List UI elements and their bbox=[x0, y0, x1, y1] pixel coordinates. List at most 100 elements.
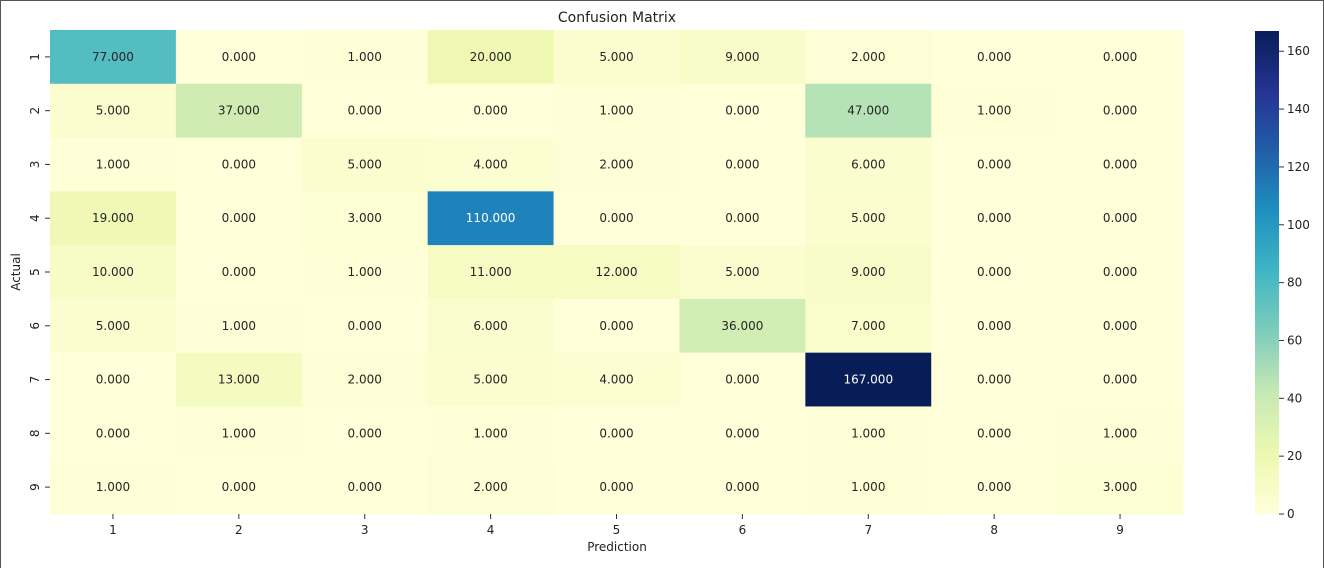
cell-value-label: 5.000 bbox=[348, 157, 382, 171]
y-tick-label: 4 bbox=[28, 214, 42, 222]
colorbar-tick-label: 120 bbox=[1287, 160, 1310, 174]
cell-value-label: 10.000 bbox=[92, 265, 134, 279]
cell-value-label: 1.000 bbox=[222, 319, 256, 333]
cell-value-label: 0.000 bbox=[348, 319, 382, 333]
cell-value-label: 0.000 bbox=[222, 157, 256, 171]
heatmap-cell bbox=[805, 352, 932, 407]
y-tick-label: 9 bbox=[28, 483, 42, 491]
cell-value-label: 20.000 bbox=[470, 50, 512, 64]
cell-value-label: 11.000 bbox=[470, 265, 512, 279]
heatmap-cell bbox=[301, 460, 429, 515]
heatmap-cell bbox=[427, 460, 555, 515]
x-tick-label: 9 bbox=[1116, 523, 1124, 537]
cell-value-label: 0.000 bbox=[96, 373, 130, 387]
x-tick-label: 3 bbox=[361, 523, 369, 537]
cell-value-label: 37.000 bbox=[218, 104, 260, 118]
y-tick-label: 3 bbox=[28, 161, 42, 169]
heatmap-cell bbox=[805, 406, 932, 461]
heatmap-cell bbox=[931, 191, 1058, 246]
heatmap-cell bbox=[931, 83, 1058, 139]
cell-value-label: 3.000 bbox=[1103, 480, 1137, 494]
cell-value-label: 5.000 bbox=[851, 211, 885, 225]
y-axis: 1 2 3 4 5 6 7 8 9 bbox=[28, 53, 50, 491]
heatmap-cell bbox=[553, 191, 680, 246]
heatmap-cell bbox=[553, 30, 680, 85]
cell-value-label: 4.000 bbox=[473, 157, 507, 171]
heatmap-cell bbox=[1057, 460, 1184, 515]
colorbar-tick-label: 160 bbox=[1287, 44, 1310, 58]
cell-value-label: 1.000 bbox=[348, 50, 382, 64]
cell-value-label: 0.000 bbox=[222, 50, 256, 64]
cell-value-label: 0.000 bbox=[725, 373, 759, 387]
heatmap-cell bbox=[301, 352, 429, 407]
cell-value-label: 0.000 bbox=[1103, 50, 1137, 64]
heatmap-cell bbox=[931, 137, 1058, 192]
cell-value-label: 1.000 bbox=[348, 265, 382, 279]
cell-value-label: 2.000 bbox=[599, 157, 633, 171]
cell-value-label: 19.000 bbox=[92, 211, 134, 225]
cell-value-label: 0.000 bbox=[599, 211, 633, 225]
cell-value-label: 0.000 bbox=[348, 426, 382, 440]
y-tick-label: 6 bbox=[28, 322, 42, 330]
cell-value-label: 0.000 bbox=[977, 373, 1011, 387]
cell-value-label: 0.000 bbox=[725, 211, 759, 225]
heatmap-cell bbox=[427, 245, 555, 300]
cell-value-label: 1.000 bbox=[222, 426, 256, 440]
heatmap-cell bbox=[301, 298, 429, 354]
heatmap-cell bbox=[301, 83, 429, 139]
heatmap-cell bbox=[931, 30, 1058, 85]
heatmap-cell bbox=[1057, 406, 1184, 461]
heatmap-cell bbox=[679, 245, 806, 300]
heatmap-cell bbox=[679, 83, 806, 139]
cell-value-label: 0.000 bbox=[1103, 211, 1137, 225]
cell-value-label: 0.000 bbox=[1103, 373, 1137, 387]
x-tick-label: 6 bbox=[739, 523, 747, 537]
heatmap-cell bbox=[679, 406, 806, 461]
heatmap-cell bbox=[553, 83, 680, 139]
cell-value-label: 9.000 bbox=[725, 50, 759, 64]
heatmap-cell bbox=[679, 191, 806, 246]
heatmap-cell bbox=[805, 460, 932, 515]
cell-value-label: 0.000 bbox=[725, 104, 759, 118]
heatmap-cell bbox=[931, 352, 1058, 407]
heatmap-cell bbox=[175, 460, 303, 515]
heatmap-cell bbox=[50, 298, 177, 354]
cell-value-label: 1.000 bbox=[1103, 426, 1137, 440]
heatmap-cell bbox=[50, 406, 177, 461]
cell-value-label: 2.000 bbox=[851, 50, 885, 64]
cell-value-label: 0.000 bbox=[977, 319, 1011, 333]
heatmap-cell bbox=[427, 83, 555, 139]
heatmap-cell bbox=[175, 406, 303, 461]
cell-value-label: 0.000 bbox=[1103, 104, 1137, 118]
cell-value-label: 1.000 bbox=[96, 157, 130, 171]
heatmap-cell bbox=[553, 137, 680, 192]
heatmap-cell bbox=[553, 352, 680, 407]
cell-value-label: 13.000 bbox=[218, 373, 260, 387]
cell-value-label: 1.000 bbox=[977, 104, 1011, 118]
heatmap-cell bbox=[1057, 137, 1184, 192]
cell-value-label: 110.000 bbox=[466, 211, 516, 225]
colorbar-tick-label: 20 bbox=[1287, 449, 1302, 463]
cell-value-label: 0.000 bbox=[977, 480, 1011, 494]
heatmap-cell bbox=[427, 352, 555, 407]
x-tick-label: 8 bbox=[990, 523, 998, 537]
cell-value-label: 0.000 bbox=[222, 480, 256, 494]
cell-value-label: 0.000 bbox=[977, 426, 1011, 440]
heatmap-cell bbox=[50, 191, 177, 246]
heatmap-cell bbox=[175, 30, 303, 85]
heatmap-cell bbox=[1057, 352, 1184, 407]
cell-value-label: 0.000 bbox=[1103, 265, 1137, 279]
y-tick-label: 2 bbox=[28, 107, 42, 115]
x-axis-label: Prediction bbox=[587, 540, 647, 554]
cell-value-label: 0.000 bbox=[725, 157, 759, 171]
cell-value-label: 0.000 bbox=[222, 211, 256, 225]
heatmap-cell bbox=[301, 191, 429, 246]
heatmap-cell bbox=[679, 137, 806, 192]
heatmap-cell bbox=[301, 137, 429, 192]
heatmap-cell bbox=[679, 30, 806, 85]
heatmap-cell bbox=[427, 298, 555, 354]
heatmap-cell bbox=[931, 245, 1058, 300]
chart-title: Confusion Matrix bbox=[558, 10, 676, 26]
cell-value-label: 0.000 bbox=[348, 480, 382, 494]
cell-value-label: 2.000 bbox=[473, 480, 507, 494]
